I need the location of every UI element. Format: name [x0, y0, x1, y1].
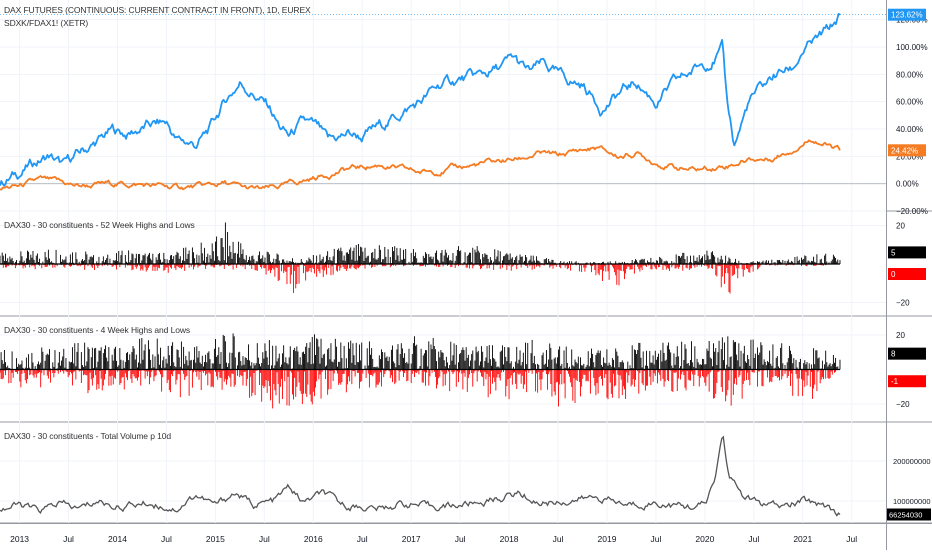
price-axis-tick-label: −20.00% [896, 207, 928, 216]
last-value-highs-label: 5 [891, 248, 896, 257]
last-value-lows-label-bg [888, 268, 926, 280]
price-axis-tick-label: 60.00% [896, 98, 923, 107]
time-axis-tick-label: Jul [553, 534, 564, 544]
volume-axis-tick-label: 100000000 [893, 497, 931, 506]
indicator-axis-tick-label: 20 [896, 331, 905, 340]
last-value-highs-label-bg [888, 246, 926, 259]
price-axis-tick-label: 80.00% [896, 70, 923, 79]
main-series-line [0, 12, 841, 187]
main-chart-title: DAX FUTURES (CONTINUOUS: CURRENT CONTRAC… [4, 5, 311, 15]
compare-series-line [0, 139, 841, 191]
pane-52w-title: DAX30 - 30 constituents - 52 Week Highs … [4, 220, 195, 230]
last-value-main-label: 123.62% [891, 11, 923, 20]
time-axis-tick-label: Jul [161, 534, 172, 544]
last-value-highs-label: 8 [891, 350, 896, 359]
last-value-compare-label: 24.42% [891, 146, 918, 155]
last-value-lows-label: 0 [891, 270, 896, 279]
indicator-axis-tick-label: −20 [896, 298, 910, 307]
last-value-lows-label-bg [888, 375, 926, 388]
last-value-lows-label: -1 [891, 377, 899, 386]
time-axis-tick-label: Jul [259, 534, 270, 544]
time-axis-tick-label: Jul [650, 534, 661, 544]
last-value-volume-label: 66254030 [889, 510, 922, 519]
time-axis-tick-label: 2021 [793, 534, 812, 544]
time-axis-tick-label: Jul [455, 534, 466, 544]
volume-series-line [0, 435, 841, 517]
indicator-axis-tick-label: 20 [896, 222, 905, 231]
compare-symbol-label[interactable]: SDXK/FDAX1! (XETR) [4, 18, 89, 28]
last-value-main-label-bg [888, 8, 926, 21]
price-axis-tick-label: 40.00% [896, 125, 923, 134]
time-axis-tick-label: 2017 [402, 534, 421, 544]
pane-4w-title: DAX30 - 30 constituents - 4 Week Highs a… [4, 325, 191, 335]
price-axis-tick-label: 0.00% [896, 180, 919, 189]
time-axis-tick-label: Jul [63, 534, 74, 544]
price-axis-tick-label: 100.00% [896, 43, 928, 52]
time-axis-tick-label: 2015 [206, 534, 225, 544]
volume-axis-tick-label: 200000000 [893, 457, 931, 466]
time-axis-tick-label: 2016 [304, 534, 323, 544]
time-axis-tick-label: 2013 [10, 534, 29, 544]
time-axis-tick-label: Jul [846, 534, 857, 544]
time-axis-tick-label: 2018 [500, 534, 519, 544]
time-axis-tick-label: Jul [748, 534, 759, 544]
time-axis-tick-label: 2020 [695, 534, 714, 544]
last-value-highs-label-bg [888, 347, 926, 360]
indicator-axis-tick-label: −20 [896, 400, 910, 409]
time-axis-tick-label: Jul [357, 534, 368, 544]
pane-volume-title: DAX30 - 30 constituents - Total Volume p… [4, 431, 171, 441]
last-value-volume-label-bg [887, 508, 931, 521]
last-value-compare-label-bg [888, 144, 926, 157]
time-axis-tick-label: 2019 [598, 534, 617, 544]
time-axis-tick-label: 2014 [108, 534, 127, 544]
price-axis-tick-label: 20.00% [896, 152, 923, 161]
